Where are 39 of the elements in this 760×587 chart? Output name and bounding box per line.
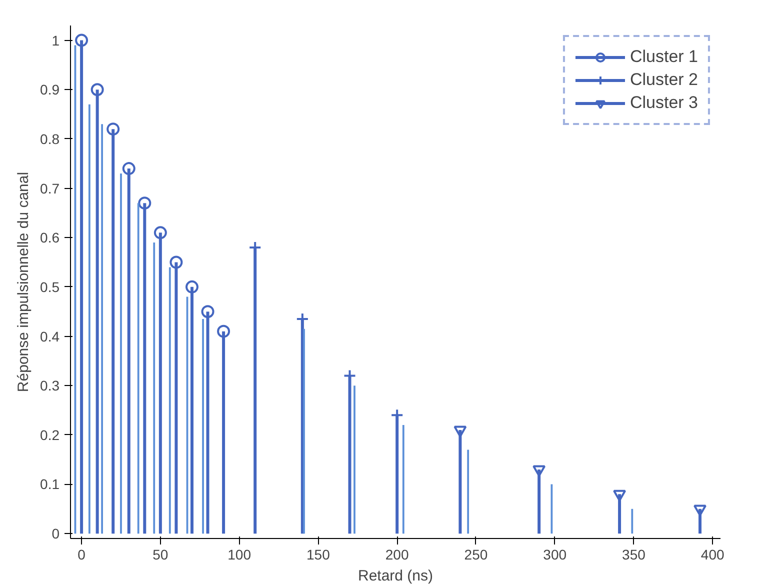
point	[185, 280, 198, 294]
legend-label: Cluster 2	[630, 70, 698, 90]
point	[201, 305, 214, 318]
legend-label: Cluster 3	[630, 93, 698, 113]
y-tick-label: 1	[52, 32, 60, 48]
point	[454, 426, 467, 438]
point	[154, 226, 167, 240]
point	[75, 34, 88, 47]
y-tick-label: 0.7	[40, 180, 60, 196]
y-tick-label: 0.6	[40, 230, 60, 246]
y-tick-label: 0.5	[40, 278, 60, 295]
y-tick-label: 0.4	[40, 328, 60, 344]
x-axis-title: Retard (ns)	[358, 568, 434, 584]
y-tick-label: 0.8	[40, 130, 60, 147]
point	[122, 162, 136, 176]
point	[106, 122, 120, 136]
y-tick-label: 0.2	[40, 426, 60, 443]
x-tick-label: 300	[543, 546, 567, 562]
x-tick-label: 150	[306, 546, 330, 562]
point	[170, 256, 183, 269]
point	[532, 465, 546, 477]
x-tick-label: 0	[78, 546, 86, 562]
x-tick-label: 50	[152, 546, 168, 562]
y-tick-label: 0.3	[40, 378, 60, 394]
legend-label: Cluster 1	[630, 47, 698, 67]
x-tick-label: 250	[464, 546, 488, 562]
point	[613, 490, 626, 502]
x-tick-label: 200	[385, 546, 409, 562]
x-tick-label: 400	[700, 546, 725, 562]
x-tick-label: 100	[228, 546, 252, 562]
point	[138, 196, 152, 210]
y-tick-label: 0.1	[40, 476, 60, 492]
point	[217, 324, 230, 338]
point	[90, 83, 104, 96]
y-tick-label: 0.9	[40, 82, 60, 98]
y-axis-title: Réponse impulsionnelle du canal	[15, 172, 32, 392]
point	[693, 504, 706, 516]
y-tick-label: 0	[52, 526, 60, 542]
x-tick-label: 350	[622, 546, 646, 562]
